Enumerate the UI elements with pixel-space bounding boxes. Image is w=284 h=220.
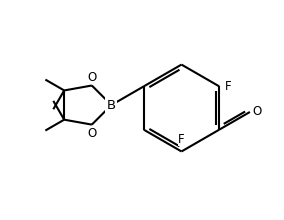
Text: O: O <box>252 105 261 119</box>
Text: F: F <box>225 80 232 93</box>
Text: B: B <box>107 99 116 112</box>
Text: O: O <box>87 71 97 84</box>
Text: F: F <box>178 132 185 146</box>
Text: O: O <box>87 126 97 139</box>
